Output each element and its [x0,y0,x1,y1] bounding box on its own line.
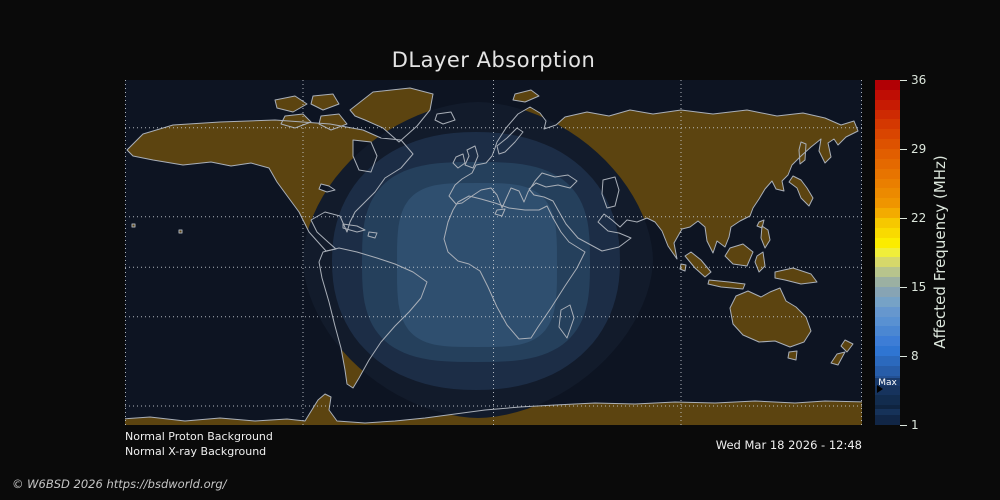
tick-label: 29 [911,142,927,156]
tick-dash [900,217,907,219]
tick-label: 36 [911,73,927,87]
colorbar-segment [875,316,900,327]
colorbar-tick-1: 1 [900,418,919,432]
tick-dash [900,424,907,426]
colorbar-segment [875,237,900,249]
colorbar-segment [875,129,900,140]
colorbar-segment [875,277,900,288]
colorbar-segment [875,336,900,347]
colorbar-segment [875,385,900,396]
colorbar-segment [875,405,900,416]
colorbar-segment [875,80,900,91]
colorbar-segment [875,188,900,199]
colorbar-segment [875,346,900,357]
tick-dash [900,79,907,81]
colorbar-segment [875,365,900,377]
colorbar-segment [875,306,900,318]
colorbar-segment [875,158,900,170]
world-map-svg [125,80,862,425]
colorbar-axis-label: Affected Frequency (MHz) [931,155,949,349]
colorbar-segment [875,149,900,160]
colorbar-tick-29: 29 [900,142,926,156]
colorbar-segment [875,356,900,367]
colorbar-segment [875,218,900,229]
colorbar-segment [875,287,900,298]
max-marker-label: Max [878,378,897,389]
colorbar-segment [875,198,900,209]
colorbar-segment [875,247,900,258]
colorbar-segment [875,375,900,387]
colorbar-segment [875,208,900,219]
colorbar-segment [875,296,900,308]
colorbar-segment [875,415,900,426]
colorbar-segment [875,257,900,268]
tick-label: 15 [911,280,927,294]
colorbar-segment [875,267,900,278]
colorbar-segment [875,227,900,239]
tick-dash [900,148,907,150]
copyright-notice: © W6BSD 2026 https://bsdworld.org/ [12,477,227,491]
colorbar-ticks: 36 29 22 15 8 1 [900,73,960,432]
world-map [125,80,862,425]
colorbar-segment [875,109,900,120]
graticule-gridlines [125,80,862,425]
tick-label: 8 [911,349,919,363]
absorption-contours [303,102,653,418]
absorption-level-4 [397,183,557,347]
colorbar-segment [875,326,900,337]
page-title: DLayer Absorption [391,48,596,72]
background-status: Normal Proton Background Normal X-ray Ba… [125,429,273,459]
colorbar-segment [875,119,900,130]
max-frequency-marker: Max [875,378,900,410]
tick-dash [900,286,907,288]
colorbar-segment [875,139,900,150]
colorbar-tick-22: 22 [900,211,926,225]
colorbar-segment [875,178,900,189]
tick-dash [900,355,907,357]
tick-label: 1 [911,418,919,432]
colorbar-segment [875,99,900,111]
colorbar-segment [875,89,900,101]
xray-background-status: Normal X-ray Background [125,445,267,458]
tick-label: 22 [911,211,927,225]
colorbar-tick-36: 36 [900,73,926,87]
timestamp: Wed Mar 18 2026 - 12:48 [715,438,862,452]
colorbar-tick-15: 15 [900,280,926,294]
proton-background-status: Normal Proton Background [125,430,273,443]
colorbar-segment [875,168,900,180]
colorbar-segment [875,395,900,406]
colorbar-tick-8: 8 [900,349,919,363]
frequency-colorbar: Max [875,80,900,426]
